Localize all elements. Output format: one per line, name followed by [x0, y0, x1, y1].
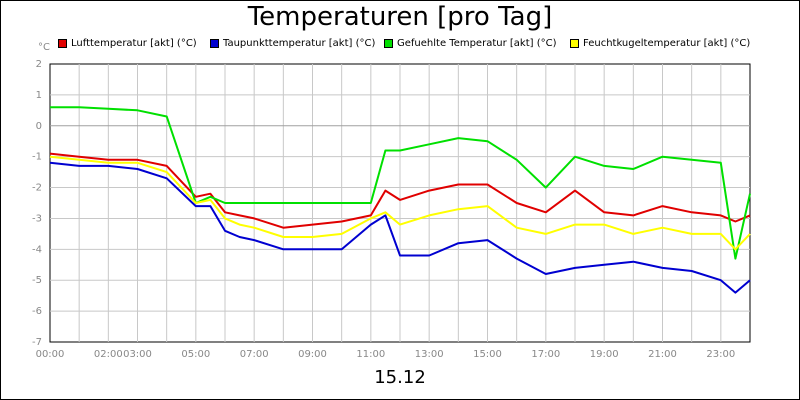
- x-axis-label: 15.12: [374, 367, 426, 388]
- x-tick-label: 11:00: [356, 349, 385, 360]
- legend-item: Feuchtkugeltemperatur [akt] (°C): [570, 38, 750, 49]
- x-tick-label: 17:00: [531, 349, 560, 360]
- x-tick-label: 09:00: [298, 349, 327, 360]
- legend-swatch: [58, 39, 67, 48]
- y-tick-label: -3: [32, 213, 42, 224]
- x-tick-label: 00:00: [36, 349, 65, 360]
- legend-swatch: [570, 39, 579, 48]
- y-tick-label: -4: [32, 244, 42, 255]
- y-axis-unit: °C: [38, 42, 50, 53]
- y-tick-label: 1: [36, 90, 42, 101]
- y-tick-label: -2: [32, 183, 42, 194]
- series-line-2: [49, 161, 751, 294]
- legend-swatch: [210, 39, 219, 48]
- x-tick-label: 21:00: [648, 349, 677, 360]
- series-line-3: [50, 106, 751, 260]
- y-tick-label: -5: [32, 275, 42, 286]
- y-tick-label: -1: [32, 152, 42, 163]
- legend-label: Feuchtkugeltemperatur [akt] (°C): [583, 38, 751, 49]
- legend-item: Taupunkttemperatur [akt] (°C): [210, 38, 375, 49]
- x-tick-label: 23:00: [706, 349, 735, 360]
- legend-item: Lufttemperatur [akt] (°C): [58, 38, 197, 49]
- y-tick-label: 2: [36, 59, 42, 70]
- x-tick-label: 15:00: [473, 349, 502, 360]
- chart-title: Temperaturen [pro Tag]: [247, 2, 553, 32]
- y-tick-label: -6: [32, 306, 42, 317]
- y-tick-label: 0: [36, 121, 42, 132]
- series-line-4: [49, 155, 751, 251]
- x-tick-label: 02:00: [94, 349, 123, 360]
- x-tick-label: 19:00: [590, 349, 619, 360]
- legend-label: Gefuehlte Temperatur [akt] (°C): [397, 38, 557, 49]
- x-tick-label: 05:00: [181, 349, 210, 360]
- x-tick-label: 13:00: [415, 349, 444, 360]
- legend-item: Gefuehlte Temperatur [akt] (°C): [384, 38, 556, 49]
- series-line-1: [49, 152, 751, 229]
- legend-label: Lufttemperatur [akt] (°C): [71, 38, 197, 49]
- legend-swatch: [384, 39, 393, 48]
- x-tick-label: 07:00: [240, 349, 269, 360]
- legend-label: Taupunkttemperatur [akt] (°C): [223, 38, 376, 49]
- x-tick-label: 03:00: [123, 349, 152, 360]
- y-tick-label: -7: [32, 337, 42, 348]
